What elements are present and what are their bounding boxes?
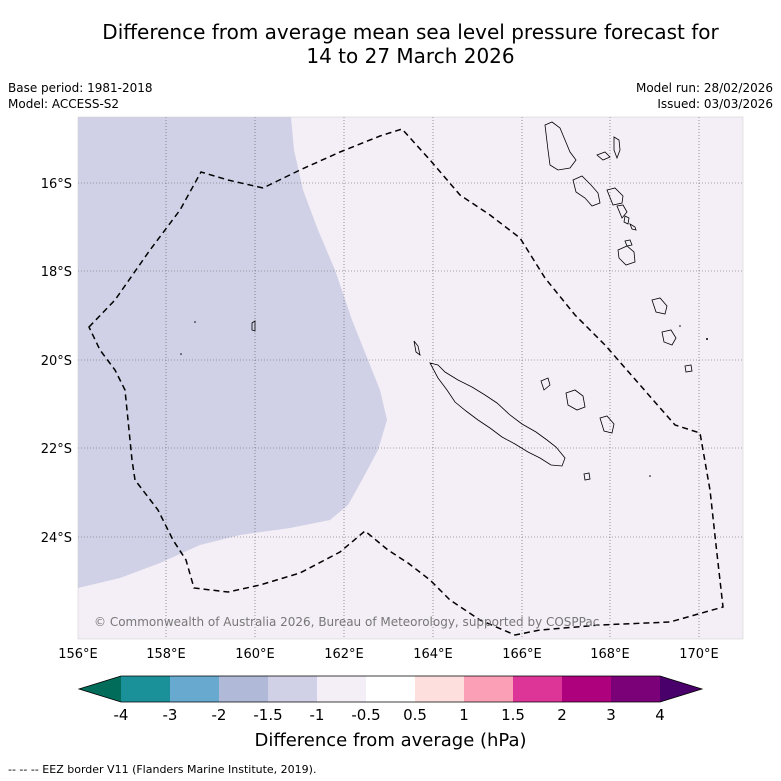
lat-label: 18°S (41, 265, 72, 280)
ouvea-island (540, 377, 551, 391)
colorbar (77, 675, 704, 703)
chesterfield-islet (251, 320, 256, 332)
colorbar-segment (121, 676, 170, 702)
lon-label: 162°E (324, 647, 364, 662)
colorbar-segment (611, 676, 660, 702)
lat-label: 22°S (41, 442, 72, 457)
tiny-islets (180, 321, 708, 477)
colorbar-segment (562, 676, 611, 702)
eez-legend: -- -- -- EEZ border V11 (Flanders Marine… (8, 763, 317, 776)
colorbar-tick: 2 (557, 706, 567, 724)
colorbar-segment (219, 676, 268, 702)
grid-lines (78, 117, 743, 639)
lat-label: 20°S (41, 354, 72, 369)
colorbar-tick: -0.5 (351, 706, 381, 724)
coastlines (251, 121, 693, 481)
new-caledonia-coast (429, 362, 566, 467)
model-name: Model: ACCESS-S2 (8, 97, 120, 111)
colorbar-tick: 3 (606, 706, 616, 724)
copyright-notice: © Commonwealth of Australia 2026, Bureau… (94, 615, 599, 629)
malekula-island (572, 175, 601, 207)
colorbar-tick: 0.5 (403, 706, 427, 724)
pentecost-island (606, 187, 624, 206)
base-period: Base period: 1981-2018 (8, 81, 153, 95)
title-line-2: 14 to 27 March 2026 (306, 44, 515, 68)
lat-label: 16°S (41, 177, 72, 192)
lon-label: 168°E (590, 647, 630, 662)
lat-label: 24°S (41, 531, 72, 546)
colorbar-tick: -4 (113, 706, 129, 724)
matthew-islet (661, 329, 677, 346)
colorbar-tick: 1 (459, 706, 469, 724)
colorbar-title: Difference from average (hPa) (254, 730, 527, 751)
colorbar-segment (415, 676, 464, 702)
lon-label: 158°E (146, 647, 186, 662)
colorbar-tick: -3 (162, 706, 178, 724)
colorbar-segment (170, 676, 219, 702)
colorbar-segment (268, 676, 317, 702)
lon-label: 166°E (502, 647, 542, 662)
colorbar-segment (317, 676, 366, 702)
hunter-islet (684, 364, 693, 373)
lon-label: 156°E (58, 647, 98, 662)
espiritu-santo (544, 121, 577, 171)
colorbar-tick: 1.5 (501, 706, 525, 724)
mare-island (599, 415, 615, 434)
lon-label: 170°E (679, 647, 719, 662)
lon-label: 160°E (235, 647, 275, 662)
issued-date: Issued: 03/03/2026 (657, 97, 773, 111)
colorbar-tick: 4 (655, 706, 665, 724)
model-run: Model run: 28/02/2026 (635, 81, 773, 95)
isle-of-pines (583, 472, 591, 481)
eez-border (88, 128, 724, 636)
colorbar-segment (464, 676, 513, 702)
colorbar-tick: -1 (309, 706, 325, 724)
small-islets (623, 215, 637, 231)
lifou-island (565, 389, 586, 411)
colorbar-segment (366, 676, 415, 702)
belep-island (413, 340, 421, 356)
map-frame (77, 116, 744, 640)
colorbar-high-extend (660, 676, 702, 702)
tanna-island (624, 239, 633, 247)
efate-island (616, 204, 628, 219)
colorbar-low-extend (79, 676, 121, 702)
colorbar-outline (77, 675, 704, 703)
maewo-island (613, 136, 621, 160)
ambae-island (596, 151, 611, 161)
lon-label: 164°E (413, 647, 453, 662)
colorbar-tick: -1.5 (253, 706, 283, 724)
colorbar-tick: -2 (211, 706, 227, 724)
title-line-1: Difference from average mean sea level p… (102, 20, 719, 44)
anomaly-region-negative (78, 117, 387, 588)
loyalty-north-islet (651, 297, 668, 315)
colorbar-segment (513, 676, 562, 702)
